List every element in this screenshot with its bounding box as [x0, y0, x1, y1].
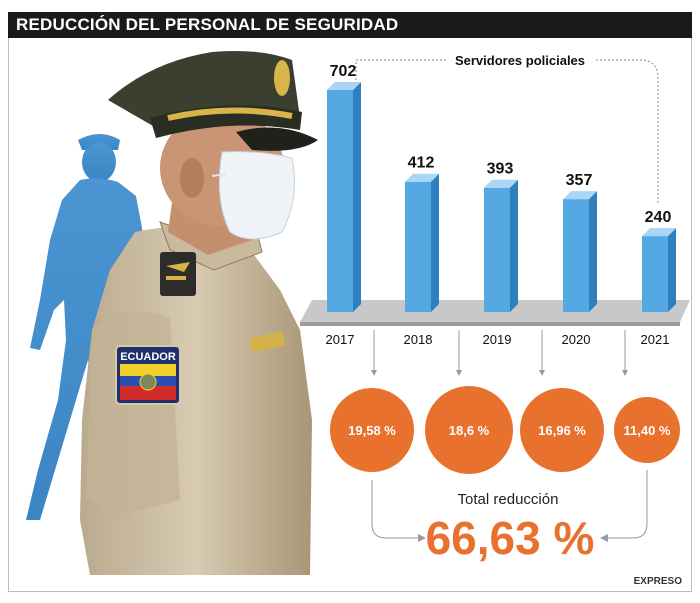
drop-arrow-head — [456, 370, 462, 376]
page-title: REDUCCIÓN DEL PERSONAL DE SEGURIDAD — [16, 15, 399, 34]
bar-side-2019 — [510, 179, 518, 312]
bar-side-2017 — [353, 82, 361, 312]
total-arrow-right — [600, 534, 608, 542]
officer-cap — [108, 51, 318, 151]
bar-side-2018 — [431, 173, 439, 312]
series-connector-right — [596, 59, 659, 205]
drop-arrow-head — [371, 370, 377, 376]
officer-illustration: ECUADOR — [80, 51, 318, 575]
reduction-label: 16,96 % — [538, 423, 586, 438]
value-label-2020: 357 — [566, 172, 593, 189]
drop-arrow-head — [622, 370, 628, 376]
bar-chart: 702 2017 412 2018 393 2019 357 2020 240 2021 Servi… — [300, 53, 690, 564]
value-label-2018: 412 — [408, 155, 435, 172]
reduction-label: 11,40 % — [624, 423, 671, 438]
reduction-circle — [614, 397, 680, 463]
epaulette — [160, 252, 196, 296]
reduction-circle — [520, 388, 604, 472]
reduction-circle — [330, 388, 414, 472]
value-label-2019: 393 — [487, 161, 514, 178]
title-bar: REDUCCIÓN DEL PERSONAL DE SEGURIDAD — [8, 12, 692, 38]
category-label-2020: 2020 — [562, 332, 591, 347]
reduction-label: 19,58 % — [348, 423, 396, 438]
bar-top-2018 — [405, 173, 439, 182]
total-value: 66,63 % — [426, 512, 595, 564]
face-mask — [218, 151, 295, 240]
total-arrow-left — [418, 534, 426, 542]
patch-text: ECUADOR — [120, 351, 176, 363]
bar-2021 — [642, 236, 668, 312]
value-label-2017: 702 — [330, 63, 357, 80]
total-connector-right — [606, 470, 648, 539]
bar-2018 — [405, 181, 431, 312]
reduction-label: 18,6 % — [449, 423, 490, 438]
reduction-circle — [425, 386, 513, 474]
drop-arrow-head — [539, 370, 545, 376]
category-label-2019: 2019 — [483, 332, 512, 347]
bar-top-2020 — [563, 191, 597, 200]
series-label: Servidores policiales — [455, 53, 585, 68]
category-label-2017: 2017 — [326, 332, 355, 347]
total-connector-left — [371, 480, 420, 539]
name-plate — [248, 331, 286, 353]
bar-2020 — [563, 199, 589, 312]
bar-side-2020 — [589, 191, 597, 312]
category-label-2021: 2021 — [641, 332, 670, 347]
bar-2017 — [327, 90, 353, 312]
total-label: Total reducción — [458, 491, 559, 508]
bar-top-2021 — [642, 228, 676, 237]
bar-2019 — [484, 187, 510, 312]
bar-side-2021 — [668, 228, 676, 312]
bar-top-2017 — [327, 82, 361, 90]
source-credit: EXPRESO — [633, 576, 682, 587]
ecuador-patch: ECUADOR — [115, 345, 181, 405]
chart-floor-edge — [300, 322, 680, 326]
bar-top-2019 — [484, 179, 518, 188]
series-connector-left — [355, 59, 448, 80]
value-label-2021: 240 — [645, 209, 672, 226]
category-label-2018: 2018 — [404, 332, 433, 347]
